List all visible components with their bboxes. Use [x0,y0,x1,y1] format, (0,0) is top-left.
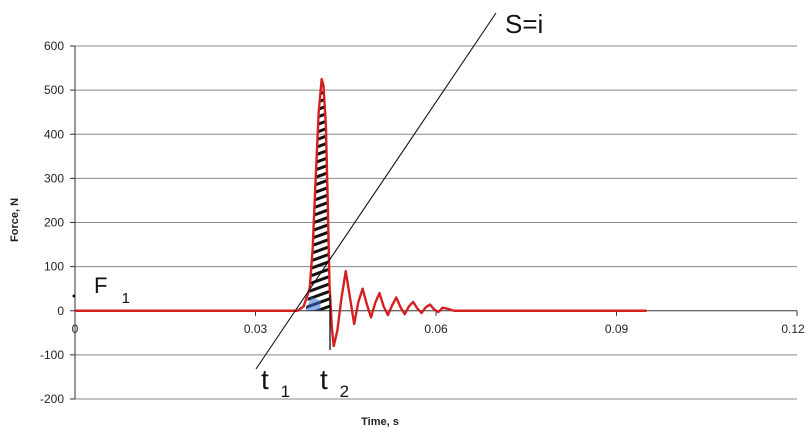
impulse-slope-line [255,12,497,370]
y-tick-label: 100 [44,260,64,274]
t1-label: t 1 [261,364,290,401]
y-axis-ticks: -200 -100 0 100 200 300 400 500 600 [40,39,75,406]
impulse-base-fill [305,296,321,311]
gridlines [75,45,797,400]
impulse-hatched-area [305,81,330,311]
y-tick-label: -200 [40,392,64,406]
f1-marker-dot [72,294,76,298]
x-tick-label: 0.06 [424,322,448,336]
y-tick-label: 400 [44,127,64,141]
x-axis-title: Time, s [361,416,399,428]
x-tick-label: 0.12 [781,322,805,336]
y-tick-label: -100 [40,348,64,362]
s-equals-i-label: S=i [505,9,543,39]
y-tick-label: 0 [57,304,64,318]
f1-label-sub: 1 [122,290,130,307]
x-tick-label: 0.03 [244,322,268,336]
y-tick-label: 300 [44,171,64,185]
x-tick-label: 0.09 [605,322,629,336]
t2-label-main: t [320,364,328,395]
y-axis-title: Force, N [9,198,21,242]
t2-label-sub: 2 [340,382,349,401]
t1-label-sub: 1 [281,382,290,401]
x-axis-ticks: 00.030.060.090.12 [72,310,805,336]
y-tick-label: 600 [44,39,64,53]
y-tick-label: 200 [44,216,64,230]
f1-label-main: F [94,273,107,298]
force-series-line [75,77,647,348]
f1-label: F 1 [94,273,130,307]
t1-label-main: t [261,364,269,395]
y-tick-label: 500 [44,83,64,97]
t2-label: t 2 [320,364,349,401]
